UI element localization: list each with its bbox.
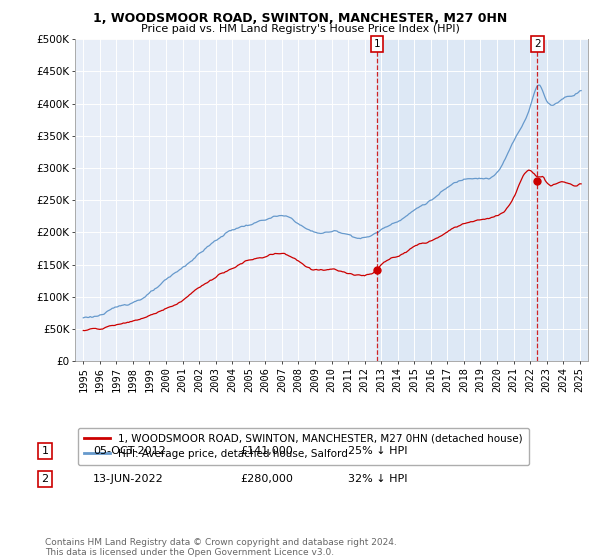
Text: Price paid vs. HM Land Registry's House Price Index (HPI): Price paid vs. HM Land Registry's House … — [140, 24, 460, 34]
Text: 1, WOODSMOOR ROAD, SWINTON, MANCHESTER, M27 0HN: 1, WOODSMOOR ROAD, SWINTON, MANCHESTER, … — [93, 12, 507, 25]
Text: £280,000: £280,000 — [240, 474, 293, 484]
Text: £141,000: £141,000 — [240, 446, 293, 456]
Bar — [377, 39, 588, 361]
Text: 2: 2 — [534, 39, 541, 49]
Text: 32% ↓ HPI: 32% ↓ HPI — [348, 474, 407, 484]
Text: 2: 2 — [41, 474, 49, 484]
Text: 05-OCT-2012: 05-OCT-2012 — [93, 446, 166, 456]
Text: 25% ↓ HPI: 25% ↓ HPI — [348, 446, 407, 456]
Text: Contains HM Land Registry data © Crown copyright and database right 2024.
This d: Contains HM Land Registry data © Crown c… — [45, 538, 397, 557]
Text: 1: 1 — [41, 446, 49, 456]
Legend: 1, WOODSMOOR ROAD, SWINTON, MANCHESTER, M27 0HN (detached house), HPI: Average p: 1, WOODSMOOR ROAD, SWINTON, MANCHESTER, … — [77, 428, 529, 465]
Text: 1: 1 — [374, 39, 380, 49]
Text: 13-JUN-2022: 13-JUN-2022 — [93, 474, 164, 484]
